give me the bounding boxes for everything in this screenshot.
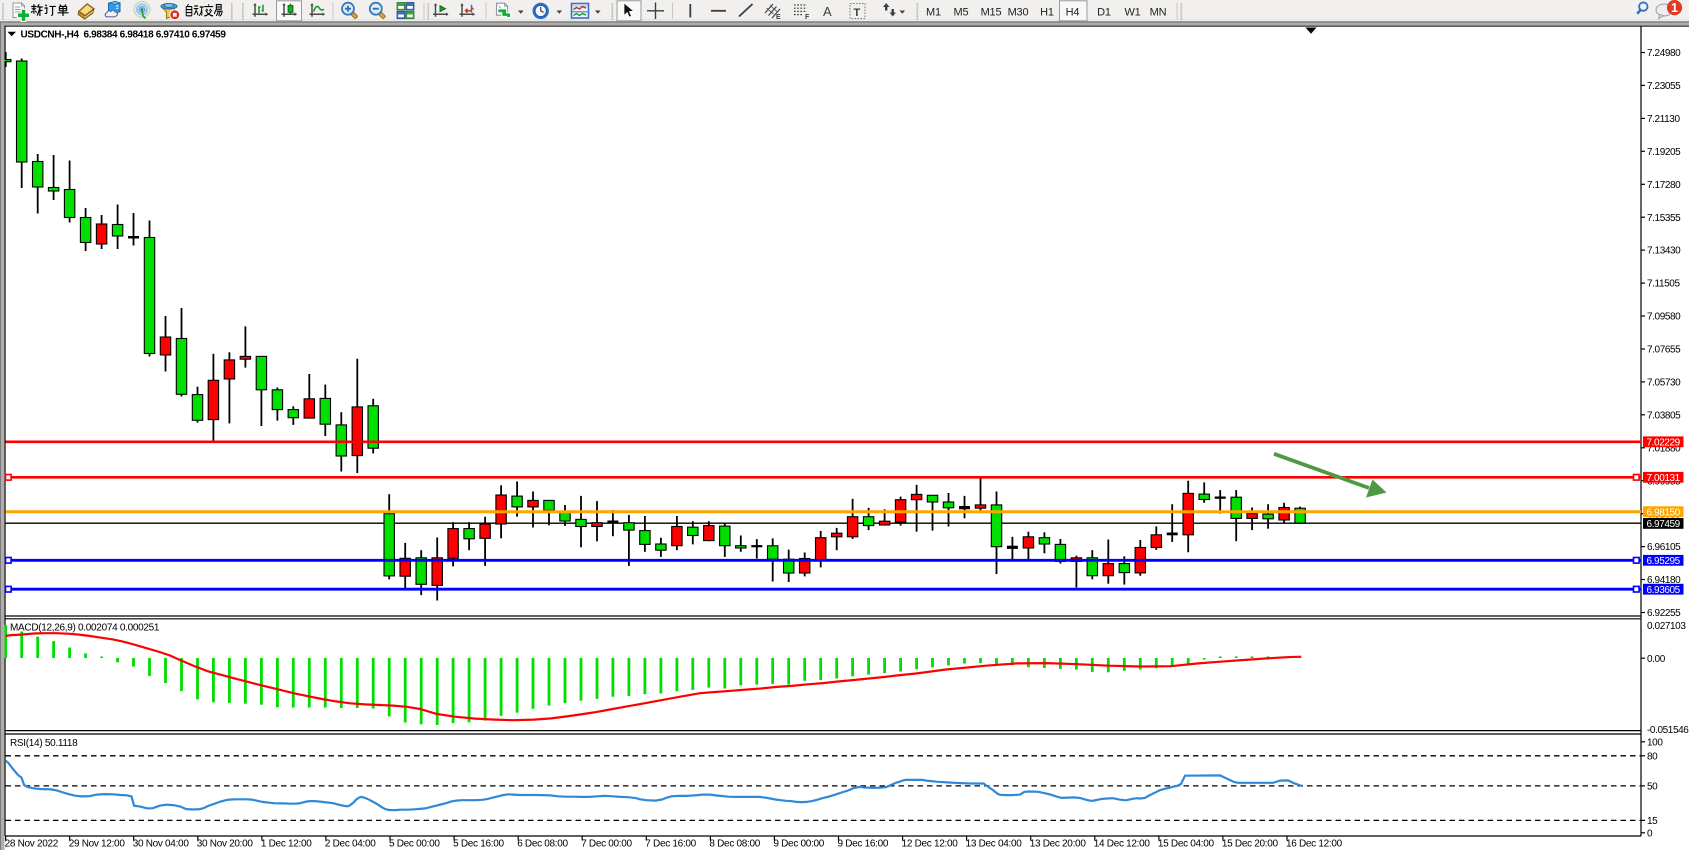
svg-text:15: 15 — [1647, 816, 1658, 827]
svg-text:2 Dec 04:00: 2 Dec 04:00 — [325, 839, 376, 850]
svg-text:7.05730: 7.05730 — [1647, 378, 1681, 389]
svg-text:16 Dec 12:00: 16 Dec 12:00 — [1286, 839, 1343, 850]
svg-text:5 Dec 00:00: 5 Dec 00:00 — [389, 839, 440, 850]
svg-text:14 Dec 12:00: 14 Dec 12:00 — [1094, 839, 1151, 850]
svg-text:100: 100 — [1647, 737, 1663, 748]
svg-text:M5: M5 — [954, 6, 969, 18]
svg-text:9 Dec 16:00: 9 Dec 16:00 — [838, 839, 889, 850]
svg-text:30 Nov 20:00: 30 Nov 20:00 — [197, 839, 254, 850]
svg-text:7.11505: 7.11505 — [1647, 279, 1680, 290]
svg-text:6 Dec 08:00: 6 Dec 08:00 — [517, 839, 568, 850]
svg-text:50: 50 — [1647, 782, 1658, 793]
svg-text:6.95295: 6.95295 — [1647, 556, 1681, 567]
svg-text:D1: D1 — [1097, 6, 1111, 18]
svg-text:6.98150: 6.98150 — [1647, 507, 1681, 518]
svg-text:28 Nov 2022: 28 Nov 2022 — [5, 839, 59, 850]
svg-text:T: T — [854, 7, 861, 19]
svg-text:29 Nov 12:00: 29 Nov 12:00 — [69, 839, 126, 850]
svg-text:0.00: 0.00 — [1647, 654, 1666, 665]
svg-text:13 Dec 20:00: 13 Dec 20:00 — [1030, 839, 1087, 850]
svg-text:6.92255: 6.92255 — [1647, 608, 1681, 619]
svg-text:7.01880: 7.01880 — [1647, 443, 1681, 454]
svg-text:7.07655: 7.07655 — [1647, 345, 1681, 356]
svg-text:7.09580: 7.09580 — [1647, 312, 1681, 323]
svg-text:F: F — [805, 14, 810, 21]
svg-text:9 Dec 00:00: 9 Dec 00:00 — [773, 839, 824, 850]
svg-text:7.24980: 7.24980 — [1647, 48, 1681, 59]
svg-text:M15: M15 — [981, 6, 1002, 18]
svg-text:7 Dec 16:00: 7 Dec 16:00 — [645, 839, 696, 850]
svg-text:M30: M30 — [1008, 6, 1029, 18]
svg-text:6.94180: 6.94180 — [1647, 575, 1681, 586]
svg-text:E: E — [776, 14, 781, 21]
svg-text:6.96105: 6.96105 — [1647, 542, 1681, 553]
svg-text:8 Dec 08:00: 8 Dec 08:00 — [709, 839, 760, 850]
svg-text:6.97459: 6.97459 — [1647, 519, 1681, 530]
svg-text:7.13430: 7.13430 — [1647, 246, 1681, 257]
svg-text:0: 0 — [1647, 828, 1653, 839]
svg-text:1 Dec 12:00: 1 Dec 12:00 — [261, 839, 312, 850]
svg-text:15 Dec 20:00: 15 Dec 20:00 — [1222, 839, 1279, 850]
svg-text:5 Dec 16:00: 5 Dec 16:00 — [453, 839, 504, 850]
svg-text:-0.051546: -0.051546 — [1647, 725, 1689, 736]
svg-text:7 Dec 00:00: 7 Dec 00:00 — [581, 839, 632, 850]
svg-text:7.21130: 7.21130 — [1647, 114, 1680, 125]
svg-text:MACD(12,26,9) 0.002074 0.00025: MACD(12,26,9) 0.002074 0.000251 — [10, 623, 160, 634]
svg-text:H4: H4 — [1066, 6, 1080, 18]
svg-text:12 Dec 12:00: 12 Dec 12:00 — [902, 839, 959, 850]
svg-text:7.19205: 7.19205 — [1647, 147, 1681, 158]
svg-text:6.93605: 6.93605 — [1647, 585, 1681, 596]
svg-text:H1: H1 — [1040, 6, 1054, 18]
svg-text:30 Nov 04:00: 30 Nov 04:00 — [133, 839, 190, 850]
svg-text:RSI(14) 50.1118: RSI(14) 50.1118 — [10, 738, 78, 749]
svg-text:0.027103: 0.027103 — [1647, 621, 1686, 632]
svg-text:MN: MN — [1150, 6, 1167, 18]
svg-text:M1: M1 — [926, 6, 941, 18]
svg-text:7.23055: 7.23055 — [1647, 81, 1681, 92]
svg-text:7.00131: 7.00131 — [1647, 473, 1681, 484]
svg-text:7.02229: 7.02229 — [1647, 438, 1681, 449]
svg-text:A: A — [823, 4, 832, 19]
svg-text:7.17280: 7.17280 — [1647, 180, 1681, 191]
svg-text:1: 1 — [1671, 1, 1678, 15]
svg-text:USDCNH-,H4 6.98384 6.98418 6.: USDCNH-,H4 6.98384 6.98418 6.97410 6.974… — [21, 29, 227, 40]
svg-text:15 Dec 04:00: 15 Dec 04:00 — [1158, 839, 1215, 850]
svg-text:80: 80 — [1647, 751, 1658, 762]
svg-text:W1: W1 — [1124, 6, 1140, 18]
svg-text:13 Dec 04:00: 13 Dec 04:00 — [966, 839, 1023, 850]
svg-text:7.15355: 7.15355 — [1647, 213, 1681, 224]
svg-text:7.03805: 7.03805 — [1647, 410, 1681, 421]
